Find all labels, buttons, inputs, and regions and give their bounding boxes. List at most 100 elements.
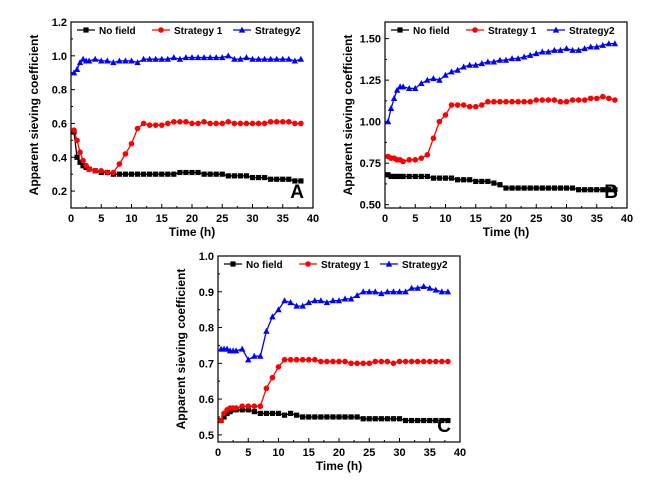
data-point [267,118,274,125]
data-point [397,173,403,180]
data-point [281,412,288,418]
data-point [430,175,436,181]
data-point [294,412,300,418]
data-point [300,414,306,420]
data-point [274,176,280,182]
data-point [388,173,394,180]
data-point [104,169,111,176]
data-point [575,46,582,53]
data-point [391,173,397,180]
data-point [606,95,612,102]
data-point [406,85,413,92]
series-strategy-1 [218,356,451,424]
data-point [384,118,392,125]
data-point [599,41,606,48]
data-point [233,405,239,411]
data-point [86,166,92,172]
data-point [353,291,361,298]
data-point [213,120,219,127]
data-point [445,417,451,424]
data-point [73,65,81,72]
legend-marker [238,26,246,33]
data-point [92,55,99,62]
data-point [279,55,286,62]
series-strategy2 [70,52,305,76]
x-tick-label: 10 [272,447,284,459]
data-point [237,55,244,62]
data-point [98,57,105,64]
y-axis-label: Apparent sieving coefficient [174,269,188,430]
data-point [438,288,446,295]
legend-marker [397,27,403,33]
data-point [257,352,264,359]
data-point [396,416,403,422]
data-point [122,151,129,157]
data-point [318,358,324,365]
data-point [251,408,257,415]
legend-marker [83,27,89,33]
data-point [485,98,491,105]
x-tick-label: 25 [363,447,375,459]
data-point [448,68,455,75]
data-point [305,356,312,363]
data-point [491,98,497,105]
x-tick-label: 10 [439,213,451,225]
data-point [85,57,93,64]
y-axis-label: Apparent sieving coefficient [27,35,41,196]
data-point [442,71,449,78]
data-point [227,408,233,415]
data-point [221,414,227,420]
data-point [182,54,190,61]
data-point [527,98,533,105]
data-point [442,175,449,181]
data-point [335,297,343,304]
y-tick-label: 1.0 [52,51,67,63]
data-point [330,358,336,365]
data-point [231,173,237,179]
legend-marker [552,26,560,33]
data-point [496,56,504,63]
data-point [515,185,521,191]
x-tick-label: 0 [68,213,74,225]
data-point [521,185,527,191]
chart-panel-c: 0 5 10 15 20 25 30 35 40 0.5 0.6 0.7 0.8 0.9 1.0 Time (… [174,251,466,473]
data-point [237,120,244,127]
data-point [177,169,183,176]
data-point [396,288,403,295]
data-point [225,173,231,179]
x-axis-label: Time (h) [169,225,215,239]
data-point [249,174,256,181]
data-point [249,120,256,127]
data-point [433,358,439,365]
data-point [539,48,546,55]
data-point [201,171,207,177]
data-point [606,187,612,193]
data-point [533,185,539,191]
data-point [324,414,330,420]
plot-frame [384,21,628,209]
data-point [231,55,238,62]
data-point [231,120,238,127]
legend-label: Strategy 1 [321,260,370,271]
data-point [539,185,545,191]
y-tick-label: 1.00 [360,117,381,129]
data-point [569,185,576,191]
data-point [267,55,274,62]
data-point [297,55,305,62]
data-point [134,125,141,132]
data-point [329,297,337,304]
x-tick-label: 30 [560,213,572,225]
data-point [408,284,415,291]
data-point [527,51,534,58]
data-point [207,120,213,127]
data-point [330,414,336,420]
data-point [298,178,304,184]
data-point [74,154,80,160]
data-point [92,168,98,174]
x-tick-label: 25 [530,213,542,225]
data-point [158,55,165,62]
data-point [588,187,594,193]
data-point [281,356,288,363]
data-point [245,403,252,410]
data-point [225,118,232,125]
